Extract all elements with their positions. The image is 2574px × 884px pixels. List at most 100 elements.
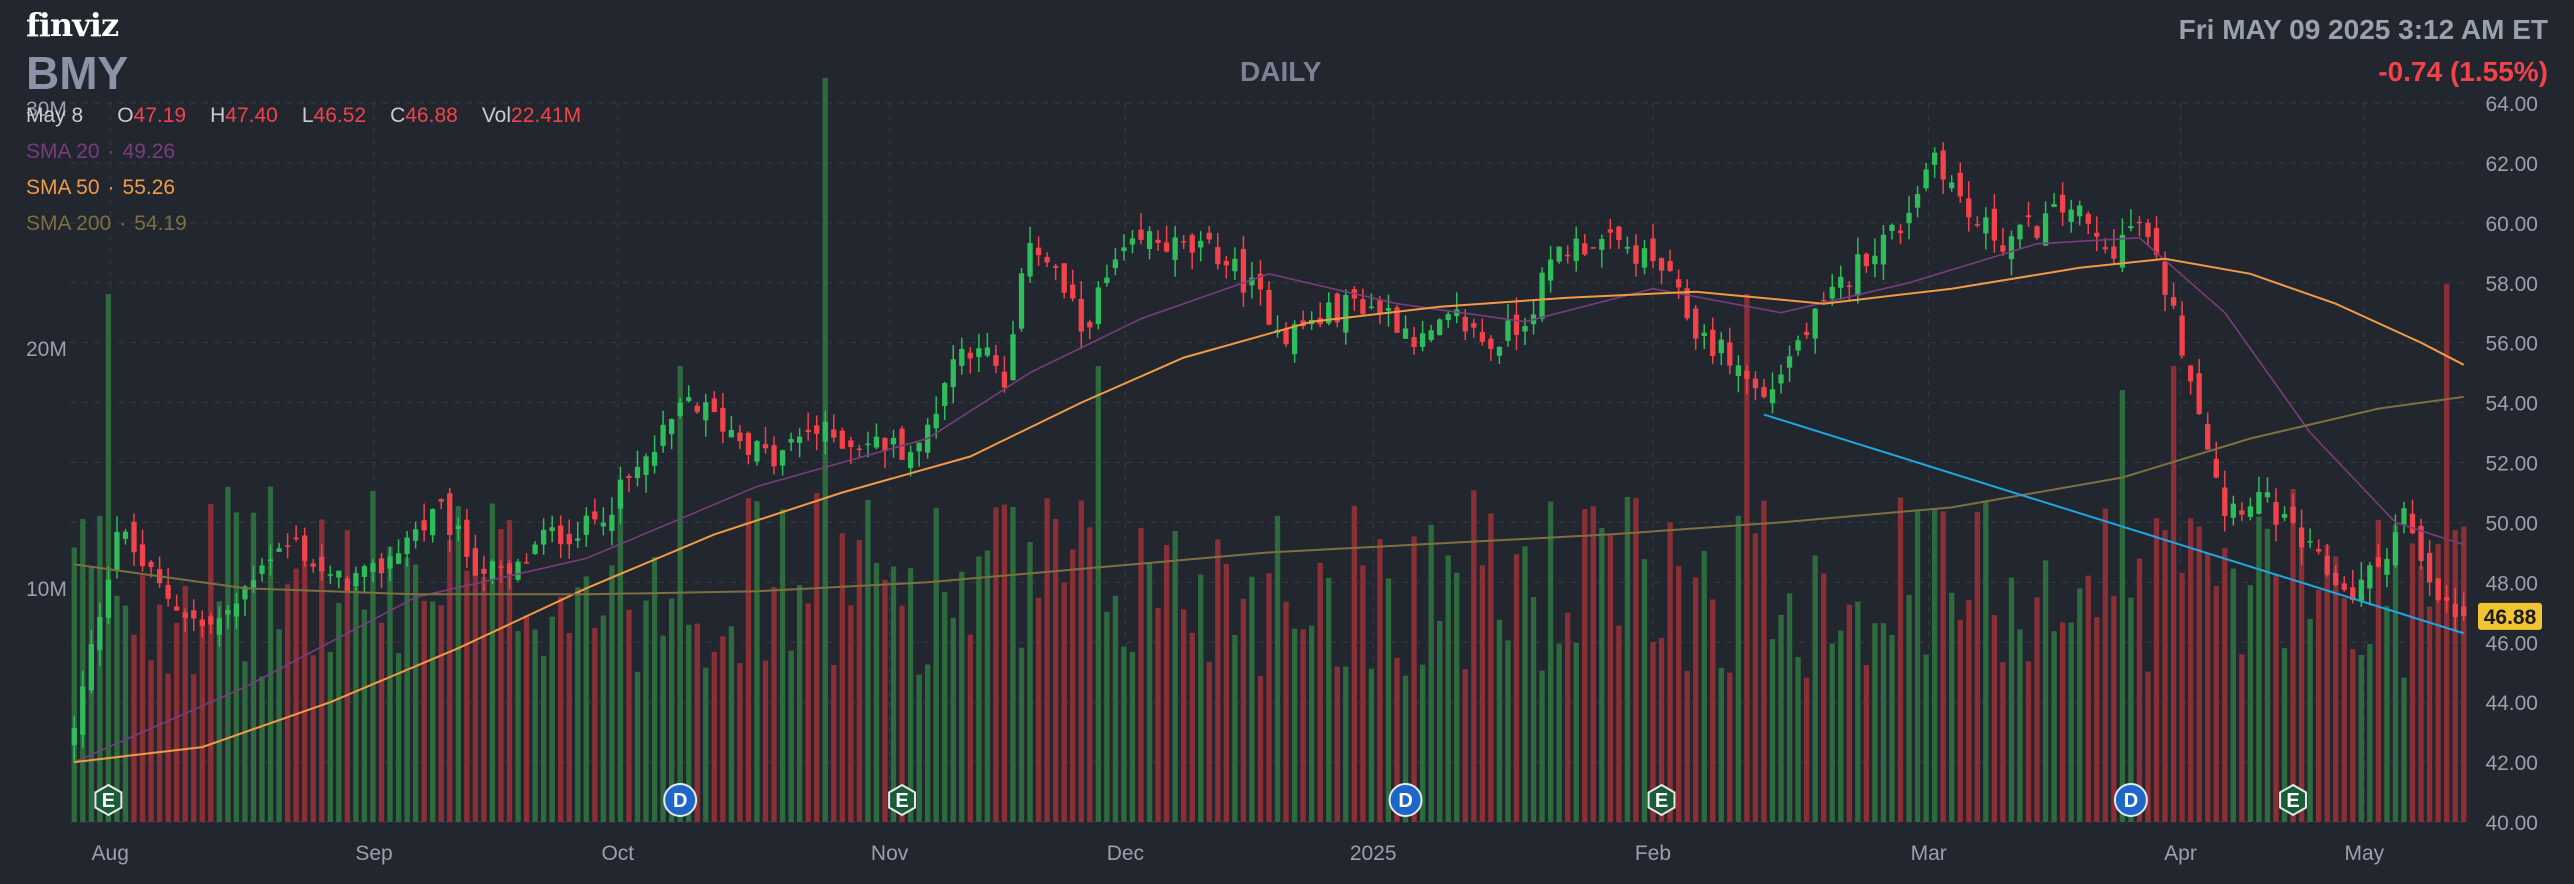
candle xyxy=(933,396,939,439)
candle-body xyxy=(592,511,598,520)
candle-body xyxy=(1163,242,1170,252)
volume-bar xyxy=(515,631,521,822)
candle xyxy=(865,431,871,458)
volume-bar xyxy=(2136,558,2143,822)
volume-bar xyxy=(831,664,837,822)
candle xyxy=(2230,495,2236,526)
volume-bar xyxy=(438,605,444,822)
candle-body xyxy=(353,573,359,587)
candle-body xyxy=(1206,232,1212,240)
candle xyxy=(267,544,274,576)
volume-bar xyxy=(412,564,419,822)
candle-body xyxy=(907,452,914,469)
volume-bar xyxy=(942,592,948,822)
earnings-marker: E xyxy=(2279,783,2307,817)
candle xyxy=(890,429,897,458)
candle-body xyxy=(2051,204,2057,207)
volume-bar xyxy=(1650,641,1656,822)
candle-body xyxy=(1599,238,1605,250)
event-marker-label: D xyxy=(673,790,687,812)
candle-body xyxy=(1914,194,1921,208)
candle-body xyxy=(1838,276,1844,288)
moving-averages xyxy=(73,236,2465,764)
candle xyxy=(387,546,393,581)
volume-bar xyxy=(1249,576,1255,822)
candle-body xyxy=(378,558,385,574)
candle-body xyxy=(2205,424,2211,450)
trendline[interactable] xyxy=(1763,413,2465,635)
candle xyxy=(2307,528,2313,549)
candle xyxy=(1471,318,1477,338)
volume-bar xyxy=(1974,511,1980,822)
candle xyxy=(1283,322,1289,348)
volume-bar xyxy=(2170,366,2177,822)
candle xyxy=(2247,497,2254,521)
candle xyxy=(1880,224,1887,280)
volume-bar xyxy=(131,634,137,822)
time-tick-label: Sep xyxy=(355,842,392,865)
candle xyxy=(694,402,700,414)
sma20-legend[interactable]: SMA 20 · 49.26 xyxy=(26,140,176,163)
candle-body xyxy=(1121,247,1127,252)
dividend-marker: D xyxy=(2113,783,2148,817)
candlestick-series xyxy=(71,142,2467,764)
volume-bar xyxy=(216,601,222,822)
volume-bar xyxy=(1428,524,1434,822)
candle xyxy=(1257,260,1264,306)
earnings-marker-shape xyxy=(94,783,123,817)
candle-body xyxy=(566,533,572,545)
candle-body xyxy=(1940,150,1946,180)
candle-body xyxy=(933,413,939,429)
candle-body xyxy=(199,619,205,626)
candle-body xyxy=(2017,224,2023,240)
candle-body xyxy=(105,579,112,618)
volume-bar xyxy=(1155,608,1161,822)
volume-bar xyxy=(2051,631,2057,822)
candle xyxy=(498,560,504,583)
candle-body xyxy=(703,402,709,421)
candle-body xyxy=(302,535,308,561)
open-value: 47.19 xyxy=(133,104,187,127)
candle-body xyxy=(1889,224,1895,231)
candle-body xyxy=(276,548,282,552)
candle xyxy=(558,515,564,559)
volume-bar xyxy=(2085,575,2091,822)
candle xyxy=(2094,216,2100,252)
candle-body xyxy=(1070,284,1076,299)
candle xyxy=(1411,326,1417,355)
volume-bar xyxy=(686,624,692,822)
candle-body xyxy=(174,606,180,611)
candle xyxy=(1744,365,1750,395)
candle xyxy=(1462,309,1468,340)
volume-bar xyxy=(1667,522,1673,822)
price-tick-label: 46.00 xyxy=(2485,632,2538,655)
volume-bar xyxy=(1377,539,1383,822)
trendline-segment xyxy=(1763,413,2465,635)
candle xyxy=(2401,501,2407,534)
candle-body xyxy=(1223,260,1229,266)
candle xyxy=(344,576,350,594)
volume-bar xyxy=(1351,505,1357,822)
candle-body xyxy=(2085,213,2091,224)
candle-body xyxy=(1633,245,1639,264)
candle xyxy=(2444,585,2450,613)
candle xyxy=(1129,230,1136,254)
candle-body xyxy=(839,430,845,449)
volume-bar xyxy=(2017,629,2023,822)
volume-bar xyxy=(506,519,513,822)
candle xyxy=(276,542,282,552)
candle-body xyxy=(2059,194,2066,213)
volume-bar xyxy=(1488,513,1494,822)
candle-body xyxy=(1488,338,1494,349)
candle-body xyxy=(1257,273,1264,290)
volume-bar xyxy=(1232,635,1238,822)
sma50-legend[interactable]: SMA 50 · 55.26 xyxy=(26,176,176,199)
volume-bar xyxy=(2426,606,2433,822)
sma200-legend[interactable]: SMA 200 · 54.19 xyxy=(26,212,187,235)
candle-body xyxy=(1104,277,1110,284)
finviz-logo[interactable]: finviz xyxy=(26,6,119,44)
volume-bar xyxy=(2222,548,2228,822)
timeframe-label[interactable]: DAILY xyxy=(1240,56,1322,87)
candle xyxy=(1658,257,1665,285)
